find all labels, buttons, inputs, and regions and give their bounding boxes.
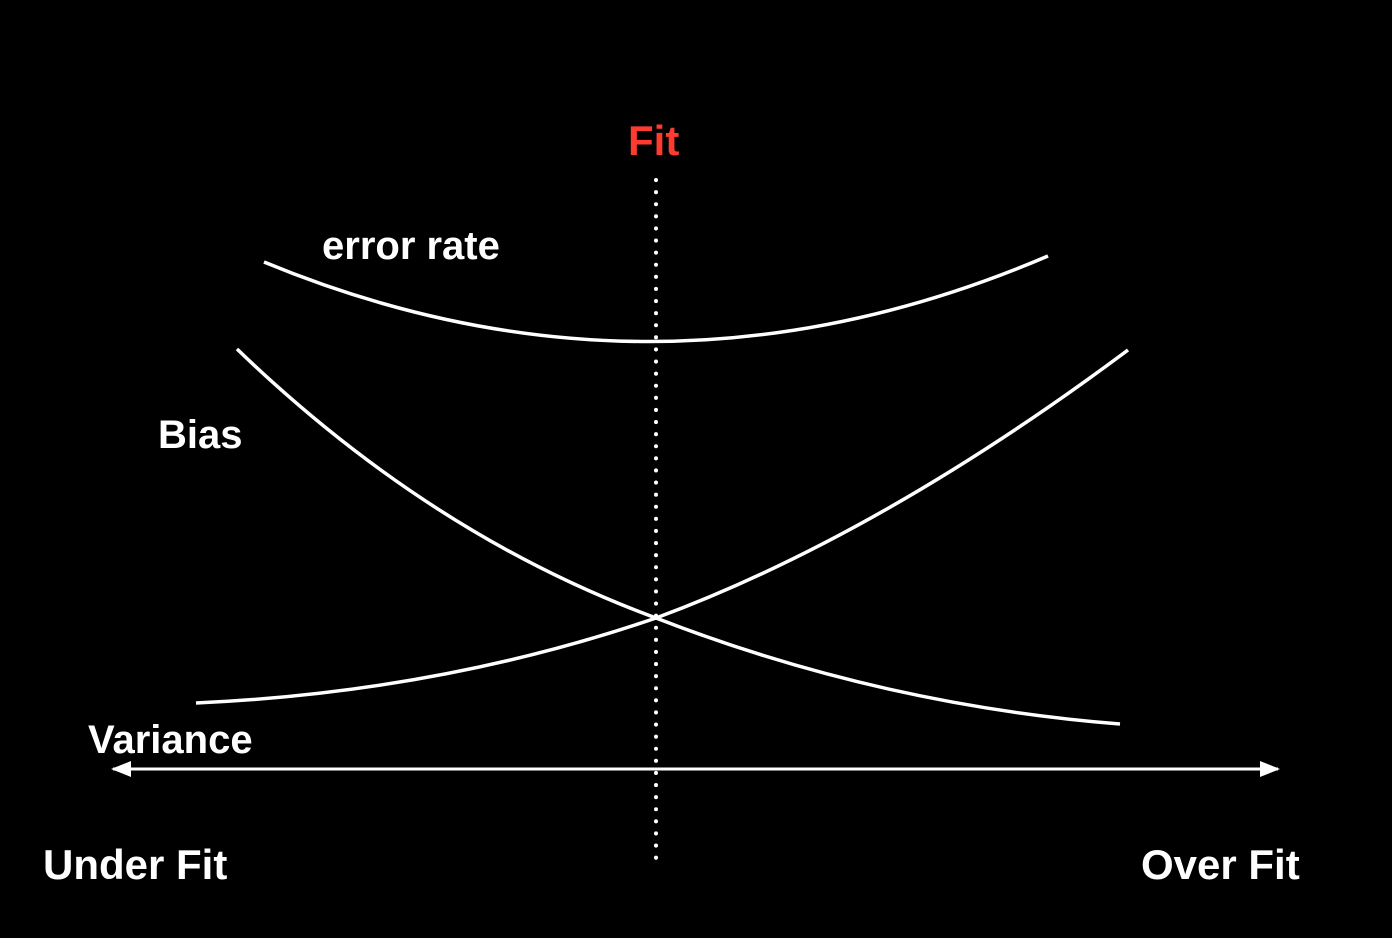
- error-rate-curve: [263, 254, 1049, 344]
- variance-curve: [195, 348, 1130, 705]
- bias-label: Bias: [158, 413, 243, 457]
- error-rate-label: error rate: [322, 224, 500, 268]
- over-fit-label: Over Fit: [1141, 841, 1300, 888]
- bias-curve: [235, 347, 1121, 726]
- under-fit-label: Under Fit: [43, 841, 228, 888]
- variance-label: Variance: [88, 718, 253, 762]
- fit-label: Fit: [628, 117, 680, 164]
